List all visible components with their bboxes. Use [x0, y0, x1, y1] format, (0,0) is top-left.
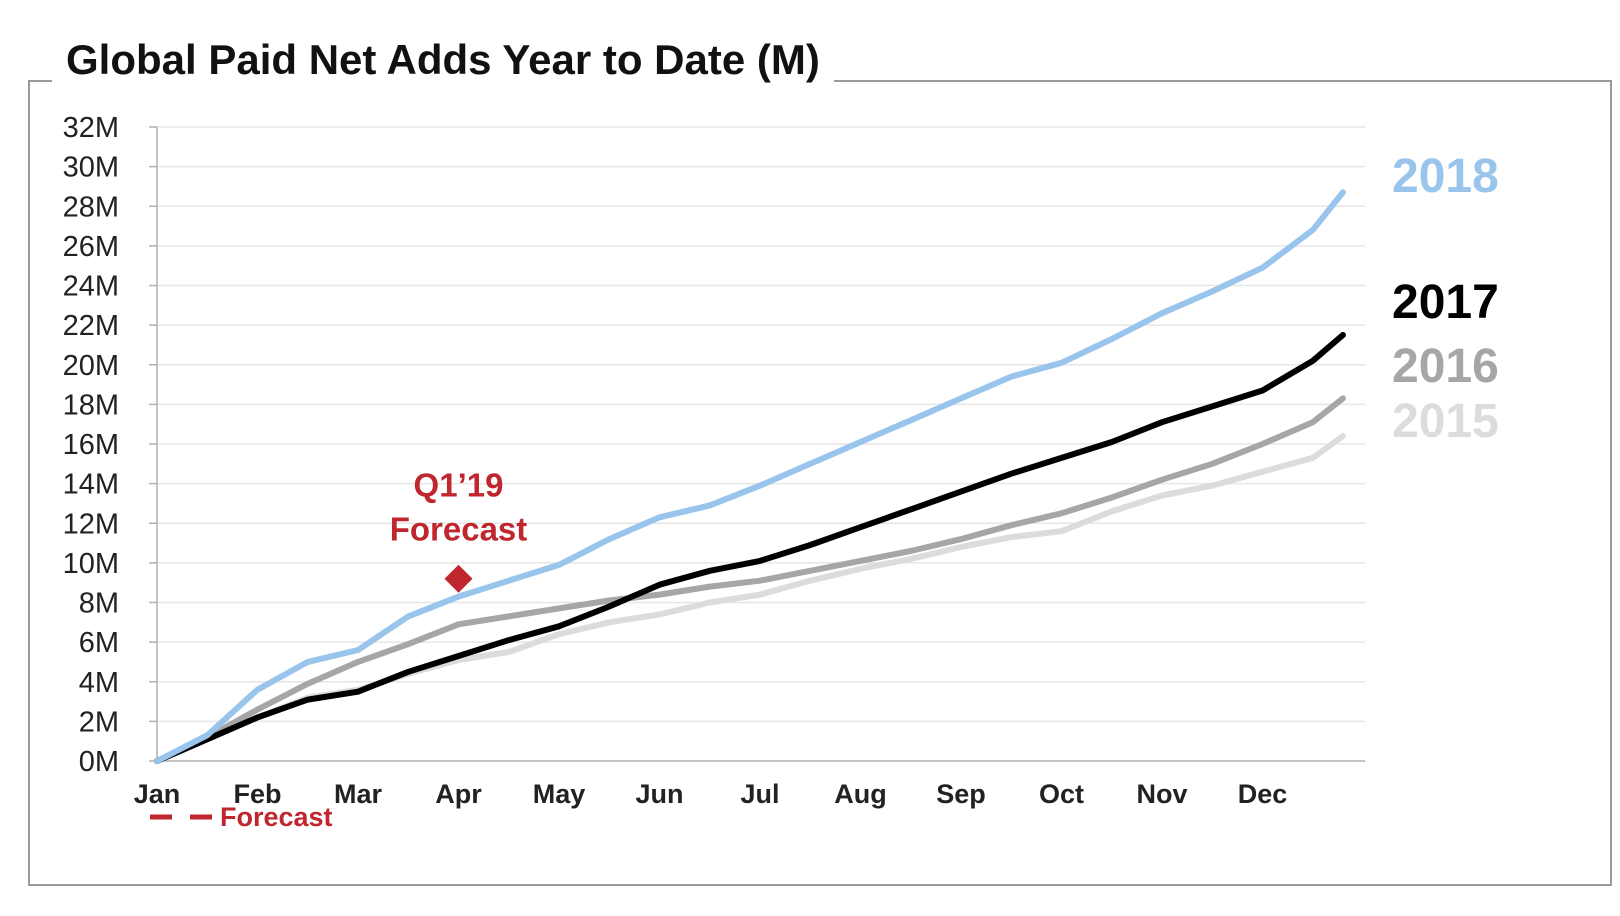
- y-tick-label: 24M: [63, 271, 119, 303]
- legend-label: Forecast: [220, 802, 333, 832]
- x-tick-label: Feb: [233, 779, 281, 809]
- series-line-2016: [154, 395, 1346, 764]
- x-tick-label: Apr: [435, 779, 482, 809]
- series-label-2016: 2016: [1392, 340, 1499, 393]
- y-tick-label: 6M: [79, 627, 119, 659]
- series-line-2018: [154, 189, 1346, 764]
- y-tick-label: 32M: [63, 112, 119, 144]
- y-tick-label: 4M: [79, 667, 119, 699]
- x-tick-label: May: [533, 779, 586, 809]
- y-tick-label: 30M: [63, 152, 119, 184]
- chart-title: Global Paid Net Adds Year to Date (M): [52, 30, 834, 90]
- y-tick-label: 16M: [63, 429, 119, 461]
- y-tick-label: 12M: [63, 508, 119, 540]
- series-line-2017: [154, 332, 1346, 764]
- annotation-line2: Forecast: [390, 511, 528, 548]
- series-label-2017: 2017: [1392, 276, 1499, 329]
- y-tick-label: 0M: [79, 746, 119, 778]
- x-tick-label: Jun: [635, 779, 683, 809]
- y-tick-label: 22M: [63, 310, 119, 342]
- x-tick-label: Aug: [834, 779, 886, 809]
- series-line-2015: [154, 433, 1346, 764]
- forecast-diamond-marker: [444, 564, 473, 593]
- annotation-line1: Q1’19: [414, 467, 504, 504]
- series-label-2015: 2015: [1392, 395, 1499, 448]
- series-label-2018: 2018: [1392, 150, 1499, 203]
- y-tick-label: 10M: [63, 548, 119, 580]
- y-tick-label: 20M: [63, 350, 119, 382]
- x-tick-label: Nov: [1136, 779, 1187, 809]
- x-tick-label: Mar: [334, 779, 383, 809]
- y-tick-label: 2M: [79, 706, 119, 738]
- x-tick-label: Jan: [134, 779, 181, 809]
- x-tick-label: Sep: [936, 779, 986, 809]
- y-tick-label: 8M: [79, 588, 119, 620]
- x-tick-label: Oct: [1039, 779, 1084, 809]
- x-tick-label: Dec: [1238, 779, 1288, 809]
- y-tick-label: 26M: [63, 231, 119, 263]
- x-tick-label: Jul: [740, 779, 779, 809]
- y-tick-label: 28M: [63, 191, 119, 223]
- y-tick-label: 18M: [63, 389, 119, 421]
- y-tick-label: 14M: [63, 469, 119, 501]
